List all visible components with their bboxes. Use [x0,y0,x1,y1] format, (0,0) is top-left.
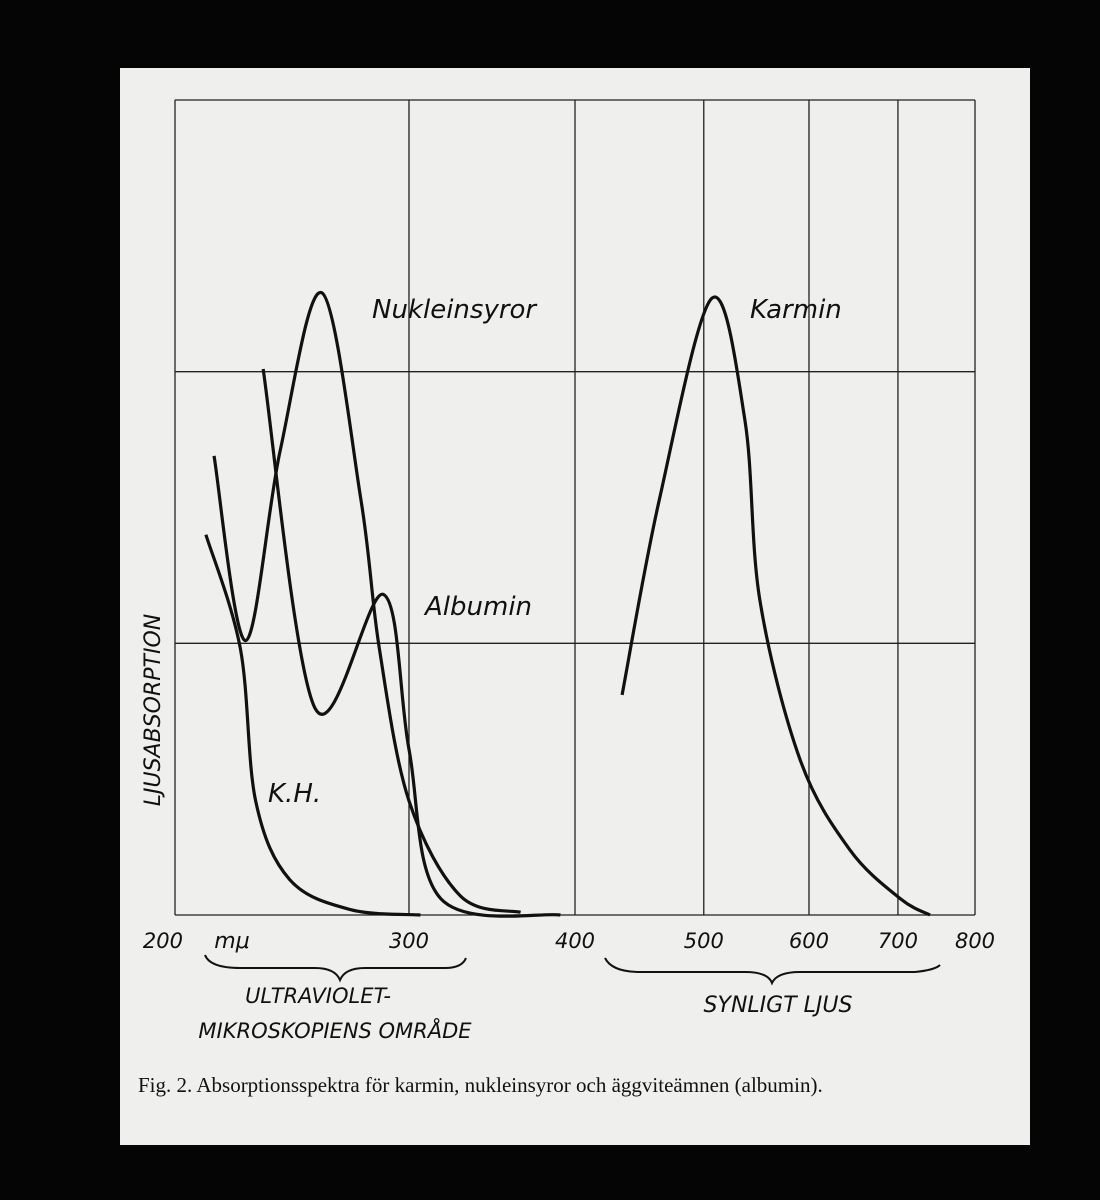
caption: Fig. 2. Absorptionsspektra för karmin, n… [138,1073,823,1097]
curve [620,295,931,917]
x-tick-label: 300 [389,929,429,953]
series-label: K.H. [268,779,321,809]
curve [261,368,561,918]
x-unit: mμ [214,929,249,954]
x-tick-label: 800 [955,929,995,953]
x-tick-label: 700 [878,929,918,953]
y-axis-label: LJUSABSORPTION [141,614,166,807]
curve [204,534,421,917]
x-tick-label: 500 [684,929,724,953]
series-label: Nukleinsyror [372,295,538,325]
series-label: Karmin [750,295,842,325]
annotation: MIKROSKOPIENS OMRÅDE [198,1017,472,1043]
series-label: Albumin [423,592,532,622]
brace [204,954,467,983]
annotation: ULTRAVIOLET- [245,984,391,1008]
caption-box: Fig. 2. Absorptionsspektra för karmin, n… [138,1073,823,1097]
annotation: SYNLIGT LJUS [704,993,853,1018]
x-tick-label: 200 [143,929,183,953]
x-tick-label: 600 [789,929,829,953]
x-tick-label: 400 [555,929,595,953]
brace [604,957,941,986]
